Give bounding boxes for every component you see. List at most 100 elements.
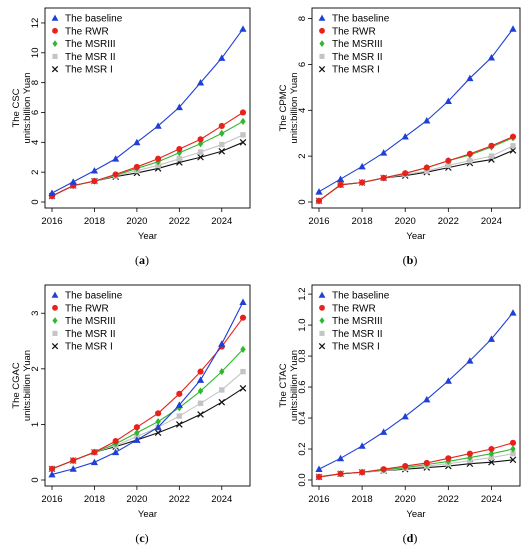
data-point: [218, 147, 226, 155]
y-axis-label: The CSC: [11, 88, 22, 127]
series-line: [51, 112, 244, 197]
data-point: [509, 309, 517, 316]
y-axis-label: The CPMC: [278, 84, 289, 131]
series-line: [51, 387, 244, 470]
data-point: [337, 470, 344, 477]
plot-frame: [311, 284, 521, 487]
legend-marker: [318, 66, 326, 73]
data-point: [90, 167, 99, 174]
data-point: [488, 445, 495, 453]
y-tick-label: 8: [30, 80, 41, 85]
data-point: [197, 387, 204, 395]
x-axis-label: Year: [406, 231, 425, 242]
y-tick-label: 2: [297, 153, 308, 158]
y-tick-label: 0.8: [297, 349, 308, 362]
series-line: [51, 317, 244, 470]
data-point: [510, 143, 516, 149]
data-point: [239, 139, 247, 146]
data-point: [218, 122, 225, 129]
legend-marker: [318, 291, 326, 298]
legend-label: The RWR: [65, 303, 109, 314]
data-point: [133, 424, 140, 431]
series-line: [318, 137, 514, 202]
x-tick-label: 2020: [395, 216, 416, 227]
series-line: [318, 442, 514, 478]
data-point: [176, 390, 183, 397]
legend-marker: [319, 330, 325, 336]
data-point: [488, 454, 495, 461]
data-point: [176, 145, 183, 153]
data-point: [197, 149, 204, 155]
x-tick-label: 2024: [481, 216, 502, 227]
x-tick-label: 2022: [438, 216, 459, 227]
panel-caption-part: (: [403, 531, 407, 545]
data-point: [91, 178, 98, 185]
data-point: [155, 162, 161, 169]
data-point: [380, 428, 388, 435]
data-point: [112, 448, 120, 456]
series-line: [51, 301, 244, 475]
data-point: [358, 442, 366, 449]
y-axis-units-label: units:billion Yuan: [289, 72, 300, 143]
legend-marker: [319, 53, 325, 59]
legend-label: The MSR II: [65, 329, 116, 340]
data-point: [155, 155, 162, 162]
y-axis-units-label: units:billion Yuan: [289, 350, 300, 421]
data-point: [219, 387, 225, 393]
legend-label: The MSRIII: [65, 316, 116, 327]
series-line: [318, 459, 514, 478]
data-point: [487, 53, 496, 61]
data-point: [154, 423, 162, 431]
series-line: [318, 312, 514, 470]
data-point: [445, 455, 452, 462]
legend-marker: [51, 66, 59, 73]
data-point: [219, 129, 225, 137]
panel-caption-part: (: [403, 253, 407, 267]
data-point: [197, 400, 204, 406]
y-axis-units-label: units:billion Yuan: [22, 350, 33, 421]
x-axis-label: Year: [406, 509, 425, 520]
x-tick-label: 2016: [41, 494, 62, 505]
legend-marker: [52, 317, 58, 324]
y-tick-label: 0.6: [297, 380, 308, 393]
data-point: [509, 25, 517, 32]
data-point: [197, 153, 204, 161]
series-line: [51, 120, 244, 197]
legend-marker: [319, 304, 325, 311]
y-tick-label: 0: [30, 477, 41, 482]
data-point: [218, 398, 226, 406]
data-point: [175, 103, 183, 111]
legend-marker: [52, 304, 58, 311]
data-point: [358, 162, 366, 170]
legend-marker: [319, 40, 325, 47]
legend-label: The MSR I: [332, 65, 380, 76]
y-axis-label: The CGAC: [11, 362, 22, 409]
x-tick-label: 2016: [41, 216, 62, 227]
data-point: [466, 357, 474, 364]
data-point: [239, 25, 247, 32]
x-tick-label: 2016: [308, 216, 329, 227]
data-point: [444, 97, 452, 105]
data-point: [239, 314, 247, 321]
y-tick-label: 0.2: [297, 442, 308, 455]
series-line: [51, 348, 244, 470]
legend-label: The RWR: [332, 303, 376, 314]
y-tick-label: 6: [30, 110, 41, 115]
legend-label: The MSRIII: [332, 39, 383, 50]
x-tick-label: 2018: [84, 216, 105, 227]
panel-caption-part: ): [413, 253, 417, 267]
y-tick-label: 4: [297, 108, 308, 113]
data-point: [510, 445, 516, 453]
legend-label: The baseline: [332, 291, 390, 302]
data-point: [155, 418, 161, 426]
legend-marker: [52, 330, 58, 336]
data-point: [91, 449, 98, 456]
data-point: [423, 117, 431, 124]
series-line: [318, 136, 514, 202]
y-tick-label: 0.4: [297, 411, 308, 424]
data-point: [509, 456, 517, 464]
legend-label: The MSR II: [332, 52, 383, 63]
data-point: [48, 189, 56, 196]
data-point: [219, 141, 225, 148]
